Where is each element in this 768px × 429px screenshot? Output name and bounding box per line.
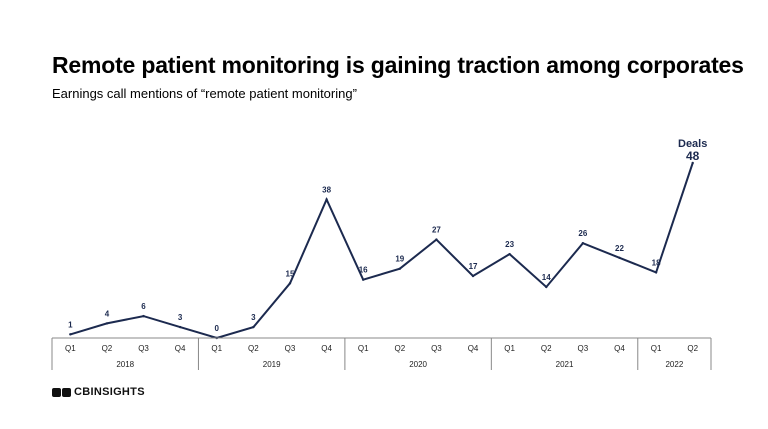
x-tick-label: Q2 [394,344,405,353]
x-tick-label: Q4 [321,344,332,353]
cb-insights-logo: CBINSIGHTS [52,386,145,398]
data-label: 38 [322,185,331,194]
x-tick-label: Q1 [358,344,369,353]
data-label: 14 [542,273,551,282]
x-tick-label: Q2 [102,344,113,353]
data-label: 23 [505,240,514,249]
data-label: 26 [578,229,587,238]
series-line-deals [70,162,694,340]
data-label: 15 [286,269,295,278]
year-label: 2019 [263,360,281,369]
logo-mark-icon [52,387,71,397]
series-name-label: Deals [678,138,707,150]
x-tick-label: Q4 [468,344,479,353]
x-tick-label: Q1 [65,344,76,353]
x-tick-label: Q2 [541,344,552,353]
data-point [435,238,438,241]
x-tick-label: Q4 [175,344,186,353]
data-point [178,325,182,329]
data-label: 3 [251,313,256,322]
data-point [508,252,511,256]
x-tick-label: Q2 [687,344,698,353]
data-point [142,314,145,318]
year-label: 2018 [116,360,134,369]
data-label: 0 [215,324,220,333]
data-point [691,161,694,165]
x-tick-label: Q2 [248,344,259,353]
data-label: 19 [395,255,404,264]
data-label: 17 [469,262,478,271]
data-point [654,271,658,274]
year-label: 2020 [409,360,427,369]
data-point [288,282,292,285]
x-tick-label: Q1 [504,344,515,353]
logo-text: CBINSIGHTS [74,386,145,398]
x-tick-label: Q1 [211,344,222,353]
data-label: 3 [178,313,183,322]
data-point [471,274,475,278]
x-tick-label: Q3 [431,344,442,353]
data-point [398,267,402,270]
x-tick-label: Q3 [285,344,296,353]
year-label: 2022 [665,360,683,369]
data-label: 27 [432,226,441,235]
data-point [545,285,548,289]
data-point [618,256,621,259]
chart-subtitle: Earnings call mentions of “remote patien… [52,86,357,101]
year-label: 2021 [556,360,574,369]
x-tick-label: Q3 [578,344,589,353]
data-label: 16 [359,266,368,275]
chart-title: Remote patient monitoring is gaining tra… [52,52,744,78]
data-label: 18 [652,258,661,267]
data-point [252,325,255,329]
data-point [581,242,585,245]
data-label: 48 [686,149,700,163]
data-label: 1 [68,320,73,329]
x-tick-label: Q4 [614,344,625,353]
data-point [361,278,365,281]
data-point [105,322,109,325]
data-label: 6 [141,302,146,311]
data-label: 4 [105,309,110,318]
data-point [69,333,72,336]
x-tick-label: Q1 [651,344,662,353]
data-label: 22 [615,244,624,253]
data-point [325,198,328,201]
x-tick-label: Q3 [138,344,149,353]
